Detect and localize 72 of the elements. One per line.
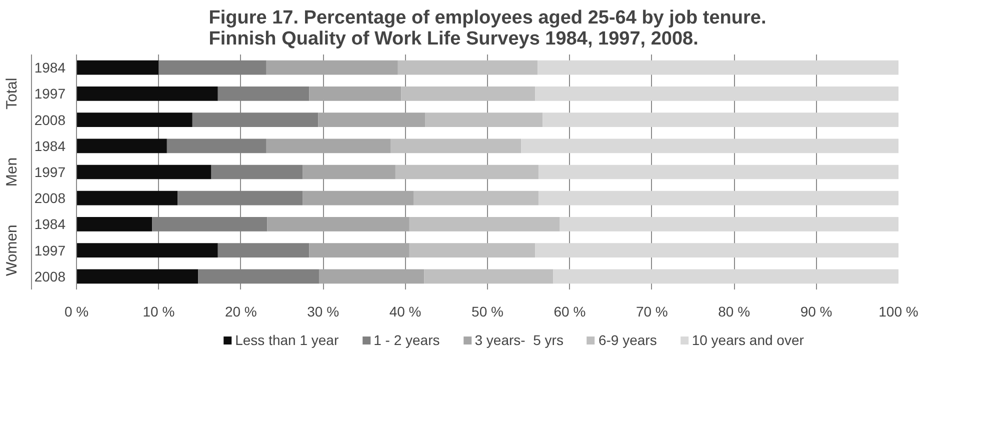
x-tick-label: 10 %	[142, 304, 175, 320]
text: Women	[4, 224, 20, 276]
legend-label: Less than 1 year	[235, 332, 339, 348]
bar	[192, 112, 318, 127]
bar	[266, 60, 398, 75]
y-tick-label: 1984	[34, 216, 66, 232]
x-tick-label: 70 %	[636, 304, 668, 320]
x-tick-label: 60 %	[554, 304, 586, 320]
y-tick-label: 1997	[34, 164, 66, 180]
bar	[76, 243, 218, 258]
legend-label: 1 - 2 years	[374, 332, 440, 348]
bar	[560, 217, 898, 232]
y-tick-label: 2008	[34, 268, 66, 284]
bar	[76, 217, 152, 232]
x-tick-label: 80 %	[718, 304, 750, 320]
bar	[318, 112, 426, 127]
bar	[538, 190, 898, 206]
bar	[538, 60, 898, 75]
bar	[395, 164, 538, 180]
x-tick-label: 50 %	[472, 304, 504, 320]
y-tick-label: 2008	[34, 112, 66, 128]
y-tick-label: 1984	[34, 60, 66, 76]
bar	[198, 269, 319, 284]
bar	[302, 164, 396, 180]
y-tick-label: 1997	[34, 242, 66, 258]
x-tick-label: 100 %	[878, 304, 918, 320]
bar	[218, 86, 310, 101]
bar	[218, 243, 310, 258]
bar	[409, 243, 536, 258]
y-tick-label: 2008	[34, 190, 66, 206]
bar	[76, 86, 218, 101]
bar	[390, 138, 522, 154]
bar	[535, 86, 898, 101]
x-tick-label: 30 %	[307, 304, 340, 320]
bar	[178, 190, 303, 206]
bar	[409, 217, 560, 232]
legend-label: 6-9 years	[598, 332, 657, 348]
chart-title: Figure 17. Percentage of employees aged 25-64 by job tenure. Finnish Quality of Work Life Surveys 1984, 1997, 2008.	[208, 8, 766, 50]
bar	[76, 269, 198, 284]
bar	[309, 243, 410, 258]
bar	[414, 190, 538, 206]
bar	[309, 86, 402, 101]
bar	[76, 190, 178, 206]
x-tick-label: 40 %	[389, 304, 422, 320]
bar	[76, 60, 159, 75]
text: Total	[4, 78, 20, 110]
bar	[76, 112, 192, 127]
y-tick-label: 1984	[34, 138, 66, 154]
y-tick-label: 1997	[34, 86, 66, 102]
text: Men	[4, 157, 20, 187]
bar	[542, 112, 898, 127]
x-tick-label: 20 %	[224, 304, 257, 320]
bar	[211, 164, 303, 180]
legend-label: 3 years- 5 yrs	[474, 332, 564, 348]
bar	[535, 243, 898, 258]
legend-label: 10 years and over	[692, 332, 804, 348]
bar	[553, 269, 898, 284]
bar	[401, 86, 536, 101]
bar	[318, 269, 424, 284]
bar	[425, 112, 543, 127]
bar	[76, 164, 212, 180]
x-tick-label: 90 %	[800, 304, 832, 320]
x-tick-label: 0 %	[64, 304, 89, 320]
bar	[166, 138, 266, 154]
bar	[267, 217, 410, 232]
bar	[76, 138, 167, 154]
bar	[266, 138, 391, 154]
bar	[302, 190, 414, 206]
bar	[538, 164, 898, 180]
bar	[521, 138, 898, 154]
bar	[424, 269, 554, 284]
bar	[398, 60, 538, 75]
